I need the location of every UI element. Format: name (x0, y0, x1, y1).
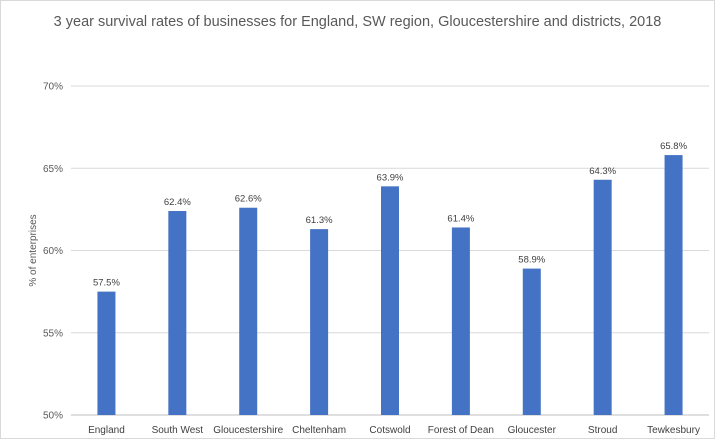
data-label: 62.6% (235, 194, 262, 205)
x-tick-label: England (88, 425, 125, 436)
x-tick-label: Stroud (588, 425, 617, 436)
x-tick-label: Forest of Dean (428, 425, 494, 436)
x-tick-label: Cheltenham (292, 425, 346, 436)
x-tick-label: South West (152, 425, 204, 436)
data-labels: 57.5% 62.4% 62.6% 61.3% 63.9% 61.4% 58.9% 64.3%… (93, 141, 688, 289)
bar (451, 227, 470, 415)
bar (522, 268, 541, 415)
y-tick-label: 65% (43, 164, 63, 175)
data-label: 65.8% (660, 141, 687, 152)
chart-title: 3 year survival rates of businesses for … (53, 14, 662, 30)
x-tick-label: Gloucestershire (213, 425, 283, 436)
data-label: 63.9% (377, 172, 404, 183)
bar (239, 207, 258, 415)
x-tick-label: Gloucester (508, 425, 557, 436)
bar (664, 155, 683, 415)
y-tick-label: 70% (43, 82, 63, 93)
data-label: 64.3% (589, 166, 616, 177)
x-tick-label: Tewkesbury (647, 425, 700, 436)
data-label: 61.3% (306, 215, 333, 226)
data-label: 62.4% (164, 197, 191, 208)
x-axis-ticks: England South West Gloucestershire Cheltenh… (88, 425, 700, 436)
bar (168, 211, 187, 415)
y-tick-label: 55% (43, 328, 63, 339)
data-label: 57.5% (93, 278, 120, 289)
data-label: 61.4% (447, 213, 474, 224)
y-tick-label: 60% (43, 246, 63, 257)
bar (97, 291, 116, 415)
bar (381, 186, 399, 415)
bars (97, 155, 683, 415)
y-axis-title: % of enterprises (28, 214, 39, 286)
y-axis-ticks: 50% 55% 60% 65% 70% (43, 82, 63, 422)
y-tick-label: 50% (43, 411, 63, 422)
bar (593, 179, 612, 415)
bar (310, 229, 329, 415)
x-tick-label: Cotswold (369, 425, 410, 436)
data-label: 58.9% (518, 255, 545, 266)
